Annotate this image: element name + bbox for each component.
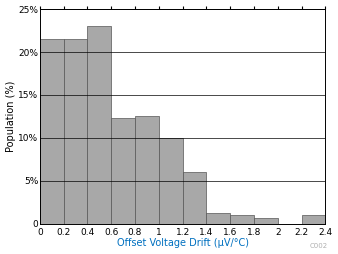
Bar (64, 39, 88, 224)
Bar (88, 26, 111, 224)
Bar (301, 215, 325, 224)
Bar (111, 118, 135, 224)
Bar (183, 172, 207, 224)
Bar (207, 213, 230, 224)
X-axis label: Offset Voltage Drift (μV/°C): Offset Voltage Drift (μV/°C) (117, 239, 249, 248)
Bar (40, 39, 64, 224)
Bar (135, 117, 159, 224)
Bar (230, 215, 254, 224)
Text: C002: C002 (310, 243, 328, 249)
Bar (254, 218, 278, 224)
Y-axis label: Population (%): Population (%) (5, 81, 16, 152)
Bar (159, 138, 183, 224)
